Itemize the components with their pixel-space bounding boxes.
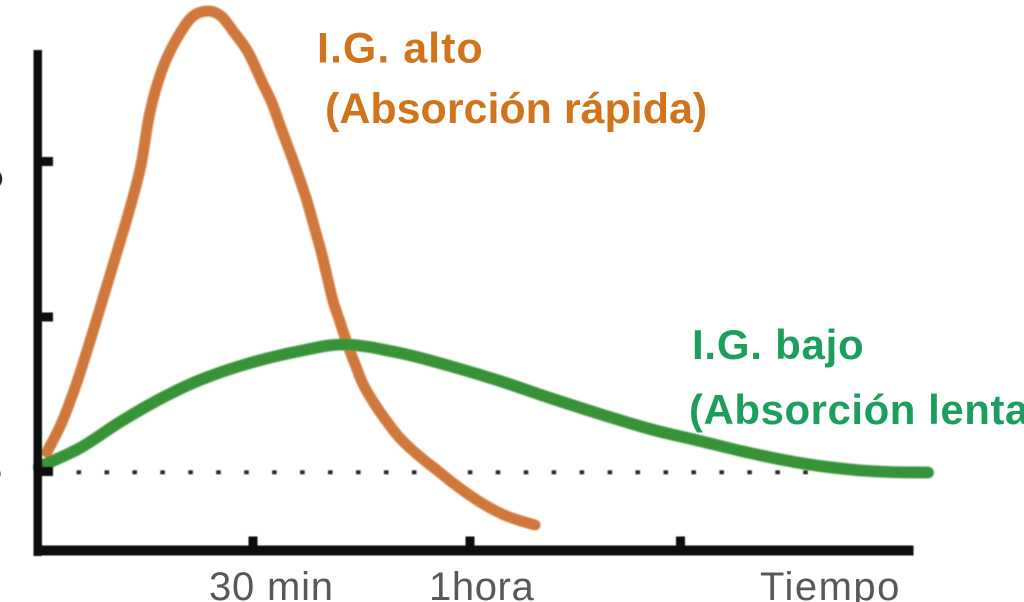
svg-text:I.G. alto: I.G. alto: [317, 25, 484, 73]
svg-text:(Absorción lenta): (Absorción lenta): [689, 386, 1024, 433]
svg-text:1hora: 1hora: [429, 565, 534, 602]
svg-text:(Absorción rápida): (Absorción rápida): [325, 85, 707, 133]
svg-text:Tiempo: Tiempo: [760, 565, 901, 602]
svg-text:I.G. bajo: I.G. bajo: [692, 321, 864, 368]
svg-text:30 min: 30 min: [209, 565, 334, 602]
